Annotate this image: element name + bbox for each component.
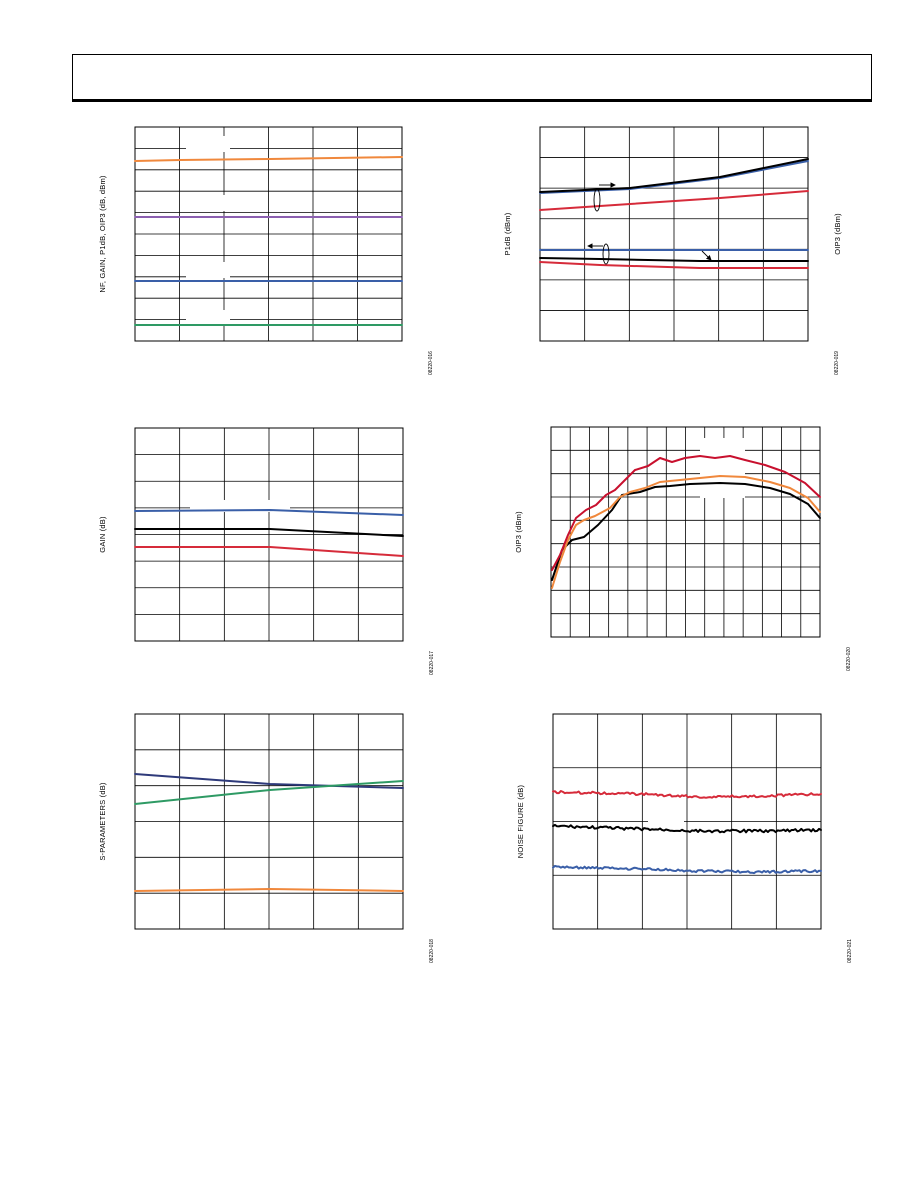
plot-frame	[550, 426, 821, 638]
figure-id: 08220-017	[429, 651, 435, 675]
legend-blank	[186, 310, 230, 326]
series-line	[134, 773, 404, 789]
legend-blank	[190, 500, 290, 512]
series-line	[552, 823, 822, 834]
plot-frame	[134, 713, 404, 930]
y-axis-label: S-PARAMETERS (dB)	[98, 782, 107, 861]
legend-blank	[648, 816, 684, 826]
plot-frame	[134, 427, 404, 642]
y-axis-label: OIP3 (dBm)	[514, 511, 523, 553]
series-line	[551, 475, 821, 589]
legend-blank	[186, 136, 230, 152]
leader-line	[701, 250, 712, 261]
series-line	[539, 158, 809, 193]
series-line	[134, 528, 404, 537]
series-line	[539, 190, 809, 211]
figure-id: 08220-019	[834, 351, 840, 375]
y-axis-label: P1dB (dBm)	[503, 212, 512, 255]
y2-axis-label: OIP3 (dBm)	[833, 213, 842, 255]
series-line	[134, 546, 404, 557]
figure-id: 08220-021	[847, 939, 853, 963]
series-line	[539, 257, 809, 262]
figure-id: 08220-020	[846, 647, 852, 671]
series-line	[134, 156, 403, 162]
plot-frame	[552, 713, 822, 930]
legend-blank	[186, 195, 230, 211]
legend-blank	[700, 438, 745, 498]
chart-c6: NOISE FIGURE (dB) 08220-021	[516, 713, 853, 963]
series-group-ellipse	[602, 243, 610, 265]
series-line	[134, 888, 404, 892]
y-axis-label: NOISE FIGURE (dB)	[516, 785, 525, 859]
series-line	[134, 509, 404, 516]
chart-c5: S-PARAMETERS (dB) 08220-018	[98, 713, 435, 963]
y-axis-label: NF, GAIN, P1dB, OIP3 (dB, dBm)	[98, 175, 107, 293]
chart-c3: GAIN (dB) 08220-017	[98, 427, 435, 675]
series-line	[552, 790, 822, 799]
series-line	[552, 864, 822, 875]
chart-c4: OIP3 (dBm) 08220-020	[514, 426, 852, 671]
plot-frame	[134, 126, 403, 342]
series-line	[134, 780, 404, 805]
series-line	[551, 482, 821, 581]
chart-c1: NF, GAIN, P1dB, OIP3 (dB, dBm) 08220-016	[98, 126, 434, 375]
series-group-ellipse	[593, 188, 601, 212]
page-header-box	[72, 54, 872, 102]
series-line	[551, 455, 821, 571]
figure-id: 08220-018	[429, 939, 435, 963]
chart-c2: P1dB (dBm) OIP3 (dBm) 08220-019	[503, 126, 842, 375]
figure-id: 08220-016	[428, 351, 434, 375]
legend-blank	[186, 262, 230, 278]
plot-frame	[539, 126, 809, 342]
y-axis-label: GAIN (dB)	[98, 516, 107, 553]
series-line	[539, 261, 809, 269]
